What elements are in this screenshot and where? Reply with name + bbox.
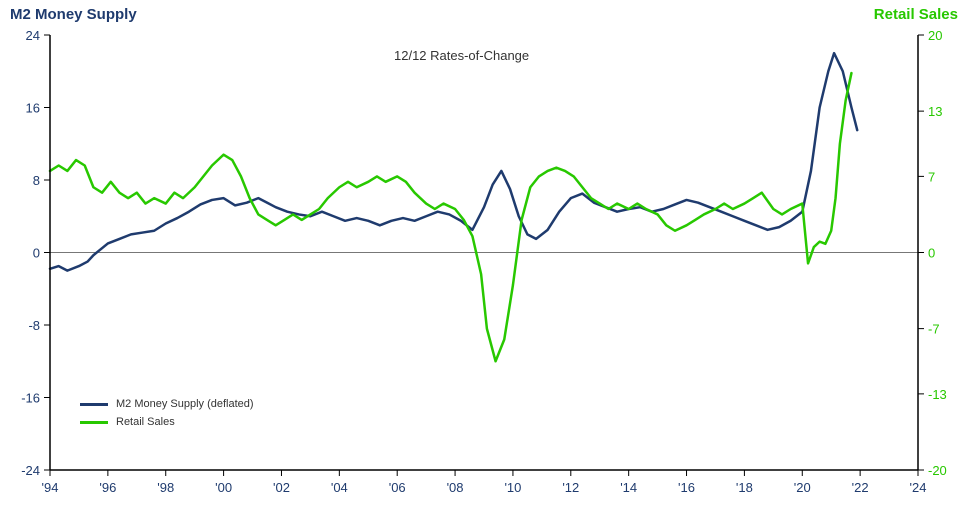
x-axis-tick-label: '18 bbox=[736, 480, 753, 495]
x-axis-tick-label: '00 bbox=[215, 480, 232, 495]
x-axis-tick-label: '12 bbox=[562, 480, 579, 495]
legend: M2 Money Supply (deflated) Retail Sales bbox=[80, 398, 254, 428]
x-axis-tick-label: '04 bbox=[331, 480, 348, 495]
x-axis-tick-label: '08 bbox=[447, 480, 464, 495]
x-axis-tick-label: '94 bbox=[42, 480, 59, 495]
chart-container: M2 Money Supply Retail Sales 12/12 Rates… bbox=[0, 0, 968, 506]
right-axis-title: Retail Sales bbox=[874, 6, 958, 23]
x-axis-tick-label: '14 bbox=[620, 480, 637, 495]
left-axis-tick-label: -8 bbox=[28, 318, 40, 333]
series-line bbox=[50, 73, 851, 361]
left-axis-tick-label: 0 bbox=[33, 246, 40, 261]
x-axis-tick-label: '24 bbox=[910, 480, 927, 495]
left-axis-tick-label: 24 bbox=[26, 28, 40, 43]
legend-swatch bbox=[80, 421, 108, 424]
legend-item: Retail Sales bbox=[80, 416, 254, 428]
x-axis-tick-label: '06 bbox=[389, 480, 406, 495]
chart-svg: -24 -16 -8 0 8 16 24 -20 -13 -7 0 7 13 20 '94 '96 '98 '00… bbox=[0, 0, 968, 506]
x-axis-tick-label: '20 bbox=[794, 480, 811, 495]
x-axis-tick-label: '96 bbox=[99, 480, 116, 495]
legend-label: M2 Money Supply (deflated) bbox=[116, 398, 254, 410]
legend-item: M2 Money Supply (deflated) bbox=[80, 398, 254, 410]
series-line bbox=[50, 53, 857, 271]
right-axis-tick-label: -20 bbox=[928, 463, 947, 478]
right-axis-tick-label: -13 bbox=[928, 387, 947, 402]
chart-subtitle: 12/12 Rates-of-Change bbox=[394, 48, 529, 63]
legend-swatch bbox=[80, 403, 108, 406]
x-axis-tick-label: '10 bbox=[504, 480, 521, 495]
x-axis-tick-label: '22 bbox=[852, 480, 869, 495]
right-axis-tick-label: 0 bbox=[928, 246, 935, 261]
x-axis-tick-label: '98 bbox=[157, 480, 174, 495]
right-axis-tick-label: 13 bbox=[928, 104, 942, 119]
left-axis-tick-label: 8 bbox=[33, 173, 40, 188]
left-axis-tick-label: -16 bbox=[21, 391, 40, 406]
left-axis-tick-label: -24 bbox=[21, 463, 40, 478]
left-axis-tick-label: 16 bbox=[26, 101, 40, 116]
right-axis-tick-label: 20 bbox=[928, 28, 942, 43]
right-axis-tick-label: 7 bbox=[928, 169, 935, 184]
legend-label: Retail Sales bbox=[116, 416, 175, 428]
left-axis-title: M2 Money Supply bbox=[10, 6, 137, 23]
right-axis-tick-label: -7 bbox=[928, 322, 940, 337]
x-axis-tick-label: '16 bbox=[678, 480, 695, 495]
x-axis-tick-label: '02 bbox=[273, 480, 290, 495]
